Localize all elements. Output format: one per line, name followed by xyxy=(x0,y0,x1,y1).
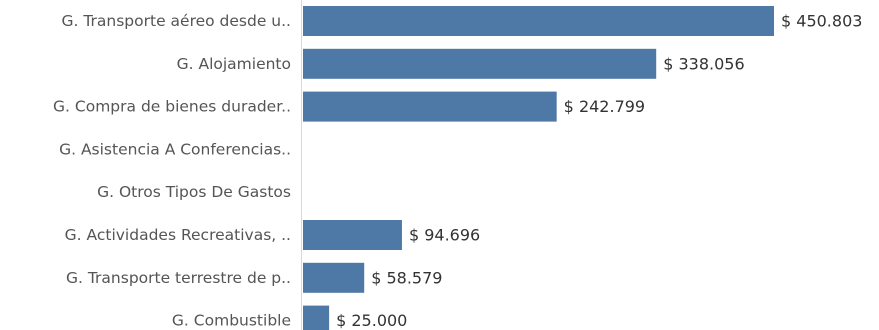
category-label: G. Asistencia A Conferencias.. xyxy=(59,140,291,158)
value-label: $ 58.579 xyxy=(371,268,442,287)
value-label: $ 25.000 xyxy=(336,311,407,330)
value-label: $ 94.696 xyxy=(409,226,480,245)
category-label: G. Transporte terrestre de p.. xyxy=(66,269,291,287)
bars xyxy=(303,6,774,330)
category-label: G. Combustible xyxy=(172,312,291,330)
category-label: G. Actividades Recreativas, .. xyxy=(65,226,291,244)
category-label: G. Transporte aéreo desde u.. xyxy=(61,12,291,30)
value-label: $ 450.803 xyxy=(781,12,862,31)
bar xyxy=(303,262,365,293)
value-label: $ 242.799 xyxy=(564,97,645,116)
bar xyxy=(303,48,657,79)
bar xyxy=(303,91,557,122)
category-label: G. Alojamiento xyxy=(177,55,291,73)
value-label: $ 338.056 xyxy=(663,54,744,73)
category-label: G. Otros Tipos De Gastos xyxy=(97,183,291,201)
bar xyxy=(303,220,402,250)
value-labels: $ 450.803 $ 338.056 $ 242.799 $ 94.696 $ 58.… xyxy=(336,12,862,330)
category-label: G. Compra de bienes durader.. xyxy=(53,98,291,116)
bar xyxy=(303,6,774,36)
category-labels: G. Transporte aéreo desde u.. G. Alojamie… xyxy=(53,12,291,330)
bar xyxy=(303,305,330,330)
